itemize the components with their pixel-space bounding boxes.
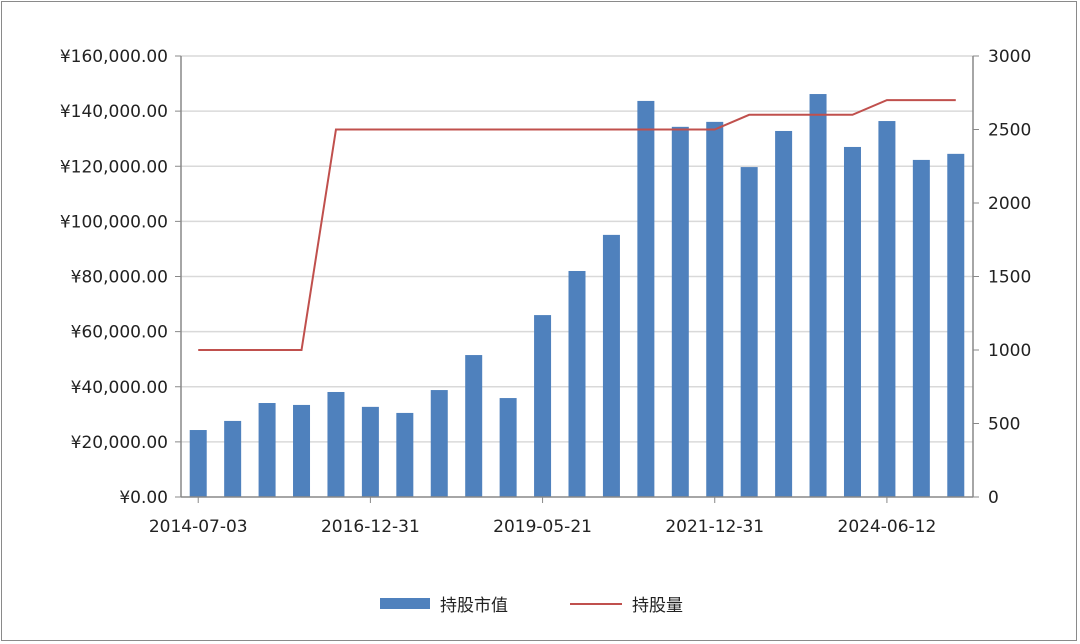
bar [258,403,276,497]
bar [499,398,517,497]
y-left-tick-label: ¥60,000.00 [71,323,168,343]
bar [534,315,552,497]
bar [775,130,793,497]
bar [947,153,965,498]
bar [568,270,586,497]
bar [465,355,483,497]
bar [189,430,207,497]
bar [224,420,242,497]
bar [396,412,414,497]
y-left-tick-label: ¥120,000.00 [60,157,168,177]
y-left-tick-label: ¥0.00 [119,488,168,508]
bar [671,126,689,497]
bar [327,391,345,497]
legend-swatch-bar [380,598,430,609]
legend-label-line: 持股量 [632,596,683,616]
y-left-tick-label: ¥100,000.00 [60,212,168,232]
bar [843,146,861,498]
x-tick-label: 2019-05-21 [493,517,592,537]
x-tick-label: 2021-12-31 [665,517,764,537]
bar [361,406,379,497]
y-right-tick-label: 1000 [988,341,1031,361]
bar [912,159,930,497]
y-right-tick-label: 1500 [988,268,1031,288]
x-tick-label: 2024-06-12 [838,517,937,537]
x-tick-label: 2016-12-31 [321,517,420,537]
line-series [198,99,956,351]
legend: 持股市值 持股量 [380,596,683,616]
y-left-tick-label: ¥20,000.00 [71,433,168,453]
y-right-tick-label: 0 [988,488,999,508]
y-left-tick-label: ¥80,000.00 [71,268,168,288]
y-right-tick-label: 500 [988,415,1020,435]
bar [293,404,311,497]
bar [637,100,655,497]
y-left-tick-label: ¥160,000.00 [60,47,168,67]
bar [878,121,896,498]
y-left-tick-label: ¥140,000.00 [60,102,168,122]
bar [809,94,827,497]
bar [706,121,724,497]
y-right-tick-label: 2000 [988,194,1031,214]
bar [602,234,620,498]
bar [430,390,448,497]
x-tick-label: 2014-07-03 [149,517,248,537]
legend-label-bar: 持股市值 [440,596,508,616]
y-left-tick-label: ¥40,000.00 [71,378,168,398]
bar [740,167,758,497]
y-right-tick-label: 2500 [988,121,1031,141]
y-right-tick-label: 3000 [988,47,1031,67]
